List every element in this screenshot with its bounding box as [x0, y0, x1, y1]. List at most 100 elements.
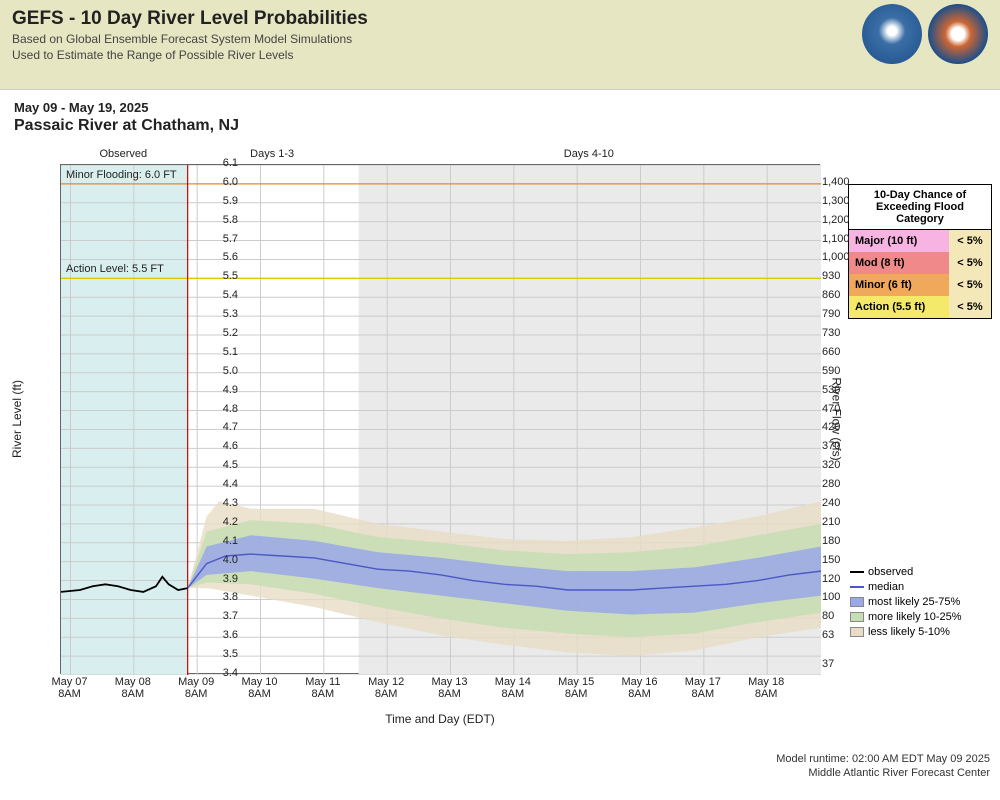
- logos: [862, 4, 988, 64]
- y-right-tick: 1,000: [822, 251, 862, 263]
- y-left-tick: 4.3: [198, 497, 238, 509]
- footer-center: Middle Atlantic River Forecast Center: [0, 766, 990, 780]
- x-tick: May 158AM: [546, 676, 606, 700]
- y-right-tick: 120: [822, 573, 862, 585]
- y-right-tick: 1,200: [822, 214, 862, 226]
- zone-days410-label: Days 4-10: [539, 148, 639, 160]
- x-tick: May 078AM: [40, 676, 100, 700]
- x-tick: May 128AM: [356, 676, 416, 700]
- y-left-tick: 5.9: [198, 195, 238, 207]
- y-left-tick: 5.4: [198, 289, 238, 301]
- legend-item: median: [850, 581, 995, 593]
- y-left-tick: 5.1: [198, 346, 238, 358]
- y-left-tick: 4.6: [198, 440, 238, 452]
- flood-category: Minor (6 ft): [849, 274, 949, 296]
- x-tick: May 188AM: [736, 676, 796, 700]
- y-right-tick: 370: [822, 440, 862, 452]
- y-right-tick: 37: [822, 658, 862, 670]
- y-left-tick: 5.8: [198, 214, 238, 226]
- y-right-tick: 280: [822, 478, 862, 490]
- legend-label: observed: [868, 566, 913, 578]
- flood-value: < 5%: [949, 230, 991, 252]
- chart-meta: May 09 - May 19, 2025 Passaic River at C…: [14, 100, 1000, 135]
- flood-row: Action (5.5 ft)< 5%: [849, 296, 991, 318]
- x-tick: May 108AM: [230, 676, 290, 700]
- threshold-label: Minor Flooding: 6.0 FT: [66, 169, 177, 181]
- page-title: GEFS - 10 Day River Level Probabilities: [12, 8, 988, 30]
- legend-swatch: [850, 586, 864, 588]
- footer: Model runtime: 02:00 AM EDT May 09 2025 …: [0, 752, 1000, 781]
- y-axis-left-label: River Level (ft): [10, 164, 24, 674]
- y-right-tick: 420: [822, 421, 862, 433]
- page-sub1: Based on Global Ensemble Forecast System…: [12, 32, 988, 46]
- y-left-tick: 5.5: [198, 270, 238, 282]
- header-band: GEFS - 10 Day River Level Probabilities …: [0, 0, 1000, 90]
- y-left-tick: 4.4: [198, 478, 238, 490]
- flood-value: < 5%: [949, 274, 991, 296]
- y-left-tick: 3.5: [198, 648, 238, 660]
- legend-item: most likely 25-75%: [850, 596, 995, 608]
- y-right-tick: 730: [822, 327, 862, 339]
- flood-row: Minor (6 ft)< 5%: [849, 274, 991, 296]
- y-left-tick: 5.3: [198, 308, 238, 320]
- y-left-tick: 4.8: [198, 403, 238, 415]
- y-right-tick: 80: [822, 610, 862, 622]
- y-right-tick: 530: [822, 384, 862, 396]
- x-tick: May 098AM: [166, 676, 226, 700]
- footer-runtime: Model runtime: 02:00 AM EDT May 09 2025: [0, 752, 990, 766]
- legend-label: more likely 10-25%: [868, 611, 962, 623]
- flood-value: < 5%: [949, 296, 991, 318]
- x-tick: May 178AM: [673, 676, 733, 700]
- legend-item: more likely 10-25%: [850, 611, 995, 623]
- y-right-tick: 180: [822, 535, 862, 547]
- flood-category: Mod (8 ft): [849, 252, 949, 274]
- plot-area: [60, 164, 820, 674]
- chart-legend: observed median most likely 25-75% more lik…: [850, 566, 995, 641]
- y-right-tick: 470: [822, 403, 862, 415]
- threshold-label: Action Level: 5.5 FT: [66, 263, 164, 275]
- x-tick: May 118AM: [293, 676, 353, 700]
- y-left-tick: 3.8: [198, 591, 238, 603]
- y-right-tick: 210: [822, 516, 862, 528]
- y-left-tick: 5.0: [198, 365, 238, 377]
- y-left-tick: 4.9: [198, 384, 238, 396]
- x-tick: May 088AM: [103, 676, 163, 700]
- y-left-tick: 3.7: [198, 610, 238, 622]
- y-left-tick: 3.9: [198, 573, 238, 585]
- y-right-tick: 930: [822, 270, 862, 282]
- y-right-tick: 590: [822, 365, 862, 377]
- y-right-tick: 860: [822, 289, 862, 301]
- flood-category: Action (5.5 ft): [849, 296, 949, 318]
- nws-logo-icon: [928, 4, 988, 64]
- x-axis-label: Time and Day (EDT): [60, 712, 820, 726]
- flood-row: Mod (8 ft)< 5%: [849, 252, 991, 274]
- noaa-logo-icon: [862, 4, 922, 64]
- y-left-tick: 4.0: [198, 554, 238, 566]
- y-right-tick: 1,300: [822, 195, 862, 207]
- flood-box-title: 10-Day Chance of Exceeding Flood Categor…: [849, 185, 991, 230]
- x-tick: May 148AM: [483, 676, 543, 700]
- y-right-tick: 320: [822, 459, 862, 471]
- legend-item: less likely 5-10%: [850, 626, 995, 638]
- y-right-tick: 240: [822, 497, 862, 509]
- y-left-tick: 4.1: [198, 535, 238, 547]
- legend-label: median: [868, 581, 904, 593]
- y-left-tick: 5.7: [198, 233, 238, 245]
- y-left-tick: 4.5: [198, 459, 238, 471]
- flood-category: Major (10 ft): [849, 230, 949, 252]
- page-sub2: Used to Estimate the Range of Possible R…: [12, 48, 988, 62]
- zone-observed-label: Observed: [73, 148, 173, 160]
- y-left-tick: 6.0: [198, 176, 238, 188]
- y-right-tick: 790: [822, 308, 862, 320]
- flood-probability-box: 10-Day Chance of Exceeding Flood Categor…: [848, 184, 992, 319]
- legend-label: most likely 25-75%: [868, 596, 960, 608]
- y-right-tick: 63: [822, 629, 862, 641]
- y-right-tick: 1,100: [822, 233, 862, 245]
- flood-row: Major (10 ft)< 5%: [849, 230, 991, 252]
- y-right-tick: 660: [822, 346, 862, 358]
- y-left-tick: 5.6: [198, 251, 238, 263]
- y-left-tick: 4.7: [198, 421, 238, 433]
- y-right-tick: 100: [822, 591, 862, 603]
- y-right-tick: 150: [822, 554, 862, 566]
- date-range: May 09 - May 19, 2025: [14, 100, 1000, 115]
